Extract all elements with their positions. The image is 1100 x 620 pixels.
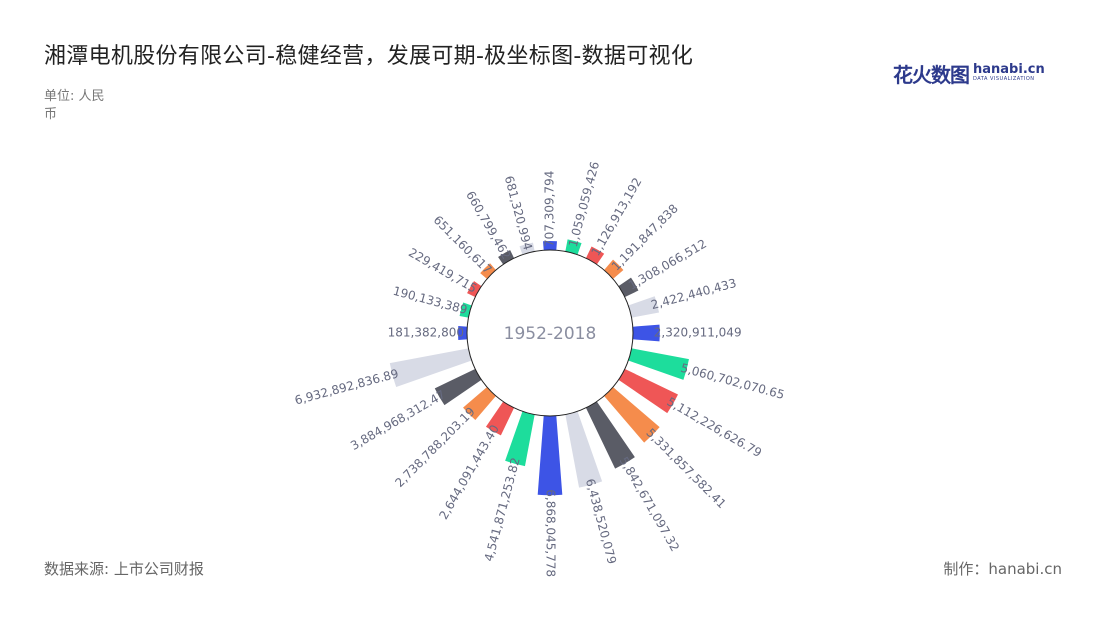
page-title: 湘潭电机股份有限公司-稳健经营，发展可期-极坐标图-数据可视化 — [44, 44, 694, 69]
bar-label-9: 5,331,857,582.41 — [643, 426, 728, 511]
bar-14 — [485, 396, 517, 436]
logo-tagline: DATA VISUALIZATION — [973, 76, 1035, 82]
bar-label-13: 4,541,871,253.82 — [482, 456, 523, 563]
bar-label-19: 190,133,389 — [392, 284, 469, 317]
bar-label-10: 5,842,671,097.32 — [617, 454, 683, 554]
credit-label: 制作：hanabi.cn — [943, 560, 1062, 578]
bar-17 — [389, 347, 478, 388]
bar-label-18: 181,382,800 — [388, 326, 464, 340]
unit-label: 单位: 人民币 — [44, 89, 105, 122]
bar-10 — [583, 396, 635, 469]
bar-label-17: 6,932,892,836.89 — [293, 366, 400, 407]
logo-cn-text: 花火数图 — [893, 62, 970, 87]
bar-6 — [626, 324, 660, 342]
bar-label-5: 2,422,440,433 — [649, 276, 737, 312]
bar-label-6: 2,320,911,049 — [654, 326, 742, 340]
center-circle — [466, 249, 634, 417]
bar-label-7: 5,060,702,070.65 — [679, 361, 786, 402]
bar-13 — [505, 405, 536, 467]
bar-11 — [564, 405, 603, 488]
bar-12 — [537, 409, 563, 496]
brand-logo: 花火数图 hanabi.cn DATA VISUALIZATION — [893, 60, 1045, 87]
bar-label-11: 6,438,520,079 — [583, 477, 619, 565]
logo-en-text: hanabi.cn — [973, 62, 1045, 77]
bar-5 — [622, 296, 660, 319]
bar-8 — [613, 366, 678, 414]
logo-en: hanabi.cn DATA VISUALIZATION — [973, 63, 1045, 83]
bar-label-12: 6,868,045,778 — [544, 489, 558, 577]
bar-label-23: 681,320,994 — [502, 174, 535, 251]
center-label: 1952-2018 — [504, 324, 597, 344]
bar-16 — [434, 366, 487, 406]
bar-9 — [600, 383, 660, 443]
bar-15 — [463, 383, 500, 420]
bar-7 — [622, 347, 689, 380]
bar-label-8: 5,112,226,626.79 — [665, 395, 765, 461]
bar-label-0: 707,309,794 — [543, 171, 557, 247]
data-source: 数据来源: 上市公司财报 — [44, 560, 204, 578]
